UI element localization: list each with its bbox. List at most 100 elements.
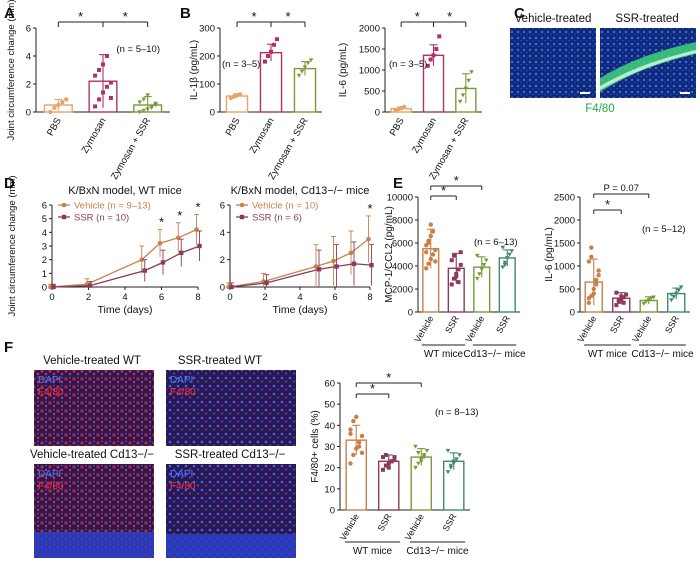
x-tick-label: 8 <box>367 292 372 303</box>
data-point <box>651 295 656 300</box>
y-tick-label: 2 <box>26 80 31 91</box>
f-f480-tl: F4/80 <box>38 387 64 398</box>
f-dapi-tl: DAPI <box>38 375 61 386</box>
data-point <box>137 110 143 115</box>
data-point <box>265 54 270 58</box>
data-point <box>456 267 461 272</box>
e2-n-note: (n = 5–12) <box>642 224 686 235</box>
data-point <box>383 452 388 457</box>
data-point <box>51 284 56 290</box>
f-title-br: SSR-treated Cd13−/− <box>175 449 286 461</box>
f-y-axis-title: F4/80+ cells (%) <box>310 410 321 483</box>
data-point <box>351 261 357 266</box>
d-y-axis-title: Joint circumference change (mm) <box>7 176 18 317</box>
data-point <box>262 59 267 64</box>
group-label-cd13: Cd13−/− mice <box>406 546 469 557</box>
y-tick-label: 10000 <box>387 193 413 204</box>
data-point <box>641 301 647 306</box>
data-point <box>316 267 322 272</box>
f-f480-bl: F4/80 <box>38 481 64 492</box>
data-point <box>97 97 102 102</box>
data-point <box>448 465 454 470</box>
y-tick-label: 0 <box>330 506 335 517</box>
data-point <box>454 272 459 277</box>
data-point <box>454 457 459 462</box>
data-point <box>359 433 365 439</box>
y-tick-label: 1000 <box>359 66 380 77</box>
b2-n-note: (n = 3–5) <box>389 59 427 70</box>
y-tick-label: 4000 <box>392 262 413 273</box>
data-point <box>380 455 385 460</box>
y-tick-label: 1500 <box>359 45 380 56</box>
data-point <box>449 258 454 263</box>
data-point <box>424 448 430 453</box>
scale-bar-c-left <box>580 92 590 94</box>
data-point <box>669 292 674 297</box>
group-label-wt: WT mice <box>424 349 464 360</box>
data-point <box>141 97 147 102</box>
data-point <box>460 93 466 98</box>
x-axis-title: Time (days) <box>272 304 327 316</box>
a-y-axis-title: Joint circumference change (mm) <box>6 0 17 140</box>
data-point <box>366 236 371 242</box>
category-label: PBS <box>45 116 64 138</box>
data-point <box>416 451 421 456</box>
data-point <box>348 461 353 466</box>
sig-star: * <box>251 9 256 24</box>
series-line <box>53 245 200 288</box>
category-label: Vehicle <box>630 314 653 344</box>
legend-label-ssr: SSR (n = 10) <box>74 213 129 224</box>
y-tick-label: 0 <box>26 108 31 119</box>
data-point <box>500 265 506 270</box>
y-tick-label: 500 <box>364 87 380 98</box>
data-point <box>589 254 594 259</box>
data-point <box>426 240 431 246</box>
sig-star: * <box>123 9 128 24</box>
data-point <box>348 427 353 432</box>
panel-label-e: E <box>393 175 403 192</box>
data-point <box>386 461 391 466</box>
category-label: PBS <box>388 116 407 138</box>
data-point <box>101 90 105 95</box>
f-n-note: (n = 8–13) <box>435 407 479 418</box>
f-f480-tr: F4/80 <box>170 387 196 398</box>
data-point <box>237 92 243 97</box>
y-tick-label: 0 <box>210 108 215 119</box>
category-label: Vehicle <box>403 512 426 542</box>
data-point <box>418 457 424 462</box>
sig-star: * <box>78 9 83 24</box>
data-point <box>483 258 489 263</box>
y-tick-label: 0 <box>570 308 575 319</box>
y-tick-label: 50 <box>324 400 335 411</box>
series-line <box>231 263 372 288</box>
y-tick-label: 1500 <box>554 239 575 250</box>
data-point <box>669 298 674 303</box>
data-point <box>466 78 471 83</box>
category-label: Vehicle <box>338 512 361 542</box>
data-point <box>502 263 508 268</box>
data-point <box>469 70 474 75</box>
y-tick-label: 30 <box>324 442 335 453</box>
data-point <box>644 299 649 304</box>
group-label-cd13: Cd13−/− mice <box>631 349 694 360</box>
data-point <box>507 252 512 257</box>
data-point <box>458 262 463 267</box>
b1-y-axis-title: IL-1β (pg/mL) <box>189 40 200 100</box>
legend-marker-vehicle <box>239 202 245 208</box>
data-point <box>401 104 407 110</box>
category-label: SSR <box>376 512 394 533</box>
sig-star: * <box>159 215 164 230</box>
f-dapi-bl: DAPI <box>38 469 61 480</box>
data-point <box>596 268 601 273</box>
data-point <box>351 452 356 458</box>
data-point <box>157 240 163 246</box>
group-label-wt: WT mice <box>588 349 628 360</box>
chart-e-mcp1: 0 2000 4000 6000 8000 10000 MCP-1/CCL2 (pg/mL)… <box>384 173 526 360</box>
y-tick-label: 6 <box>220 201 225 212</box>
legend-label-ssr: SSR (n = 6) <box>252 213 302 224</box>
data-point <box>445 470 451 475</box>
data-point <box>509 249 515 254</box>
data-point <box>676 288 681 293</box>
data-point <box>108 96 113 100</box>
